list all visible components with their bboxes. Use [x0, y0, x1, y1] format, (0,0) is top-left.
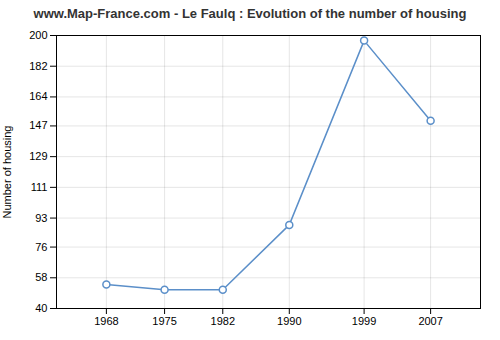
- svg-text:164: 164: [29, 90, 47, 102]
- svg-text:1968: 1968: [94, 315, 118, 327]
- svg-text:76: 76: [35, 241, 47, 253]
- html-text:www.Map-France.com - Le Faulq: www.Map-France.com - Le Faulq : Evolutio…: [33, 6, 467, 21]
- svg-text:129: 129: [29, 150, 47, 162]
- svg-text:1982: 1982: [211, 315, 235, 327]
- svg-text:147: 147: [29, 119, 47, 131]
- svg-text:182: 182: [29, 60, 47, 72]
- svg-text:1990: 1990: [277, 315, 301, 327]
- svg-text:111: 111: [31, 181, 48, 193]
- svg-text:200: 200: [29, 29, 47, 41]
- svg-text:1975: 1975: [152, 315, 176, 327]
- svg-text:40: 40: [35, 302, 47, 314]
- svg-text:2007: 2007: [418, 315, 442, 327]
- svg-text:93: 93: [35, 212, 47, 224]
- svg-text:58: 58: [35, 271, 47, 283]
- svg-text:1999: 1999: [352, 315, 376, 327]
- svg-text:Number of housing: Number of housing: [1, 126, 13, 219]
